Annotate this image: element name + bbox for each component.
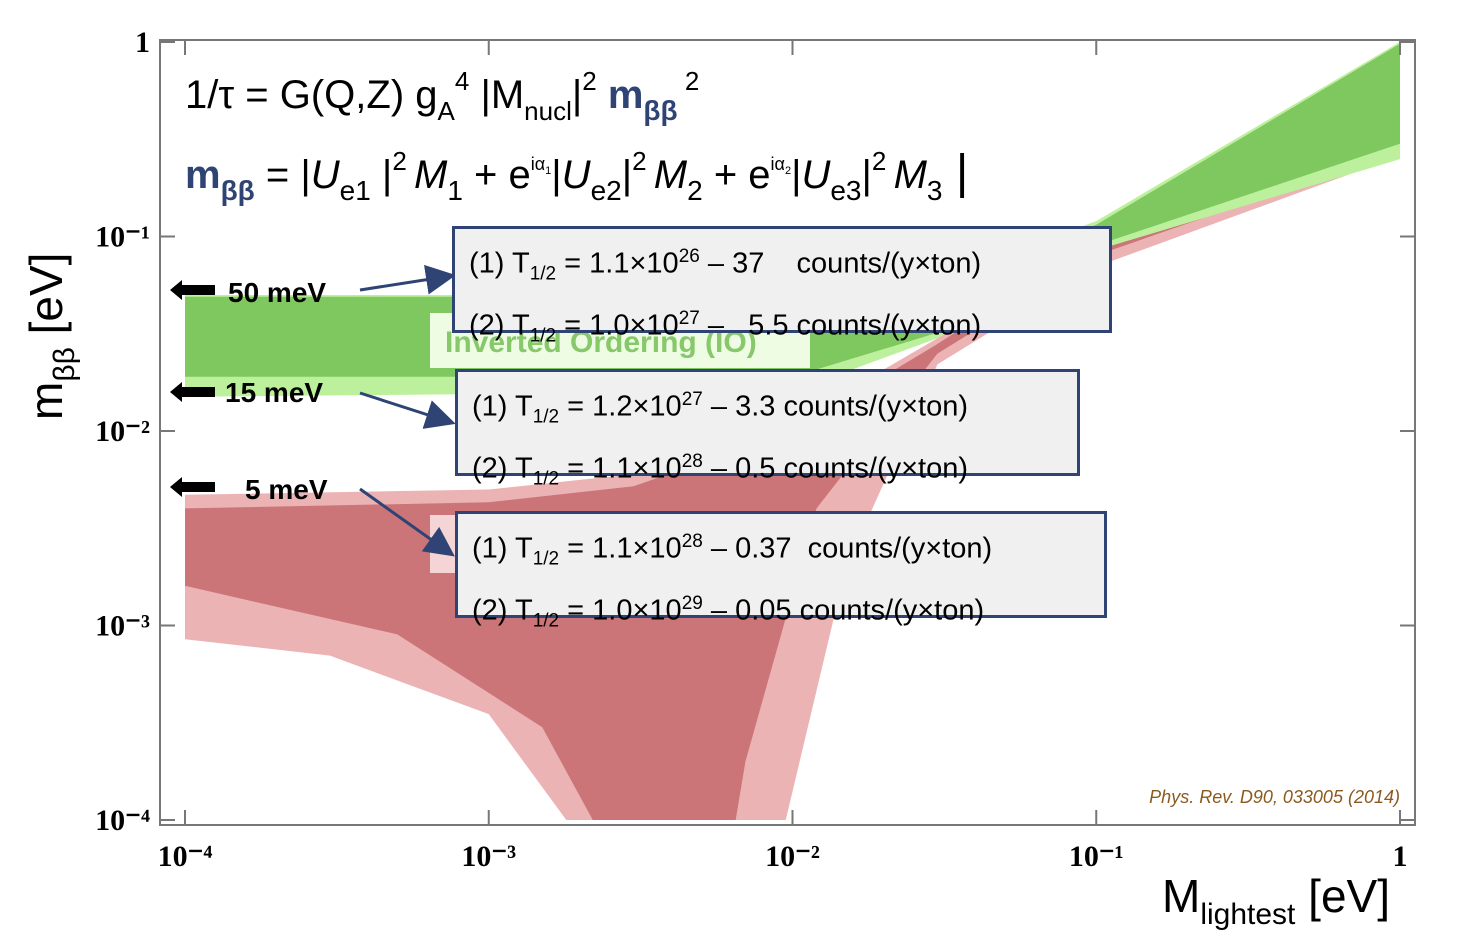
rate-text: (2) T [472,453,533,486]
x-tick-label: 10⁻⁴ [158,840,213,873]
y-tick-label: 10⁻⁴ [95,804,150,837]
formula: 1/τ = G(Q,Z) gA4 |Mnucl|2 mββ 2 [185,66,699,126]
rate-text: 27 [678,308,700,330]
rate-text: – 0.05 counts/(y×ton) [702,595,985,628]
y-tick-label: 10⁻³ [95,610,150,643]
rate-line: (2) T1/2 = 1.0×1027 – 5.5 counts/(y×ton) [469,296,1095,358]
rate-text: – 3.3 counts/(y×ton) [702,390,969,423]
x-axis-label: Mlightest [eV] [1162,870,1390,931]
rate-text: 26 [678,246,700,267]
rate-text: = 1.2×10 [559,390,682,423]
rate-text: 1/2 [529,263,557,285]
y-tick-label: 10⁻¹ [95,221,150,254]
rate-line: (1) T1/2 = 1.1×1028 – 0.37 counts/(y×ton… [472,519,1090,581]
rate-text: = 1.1×10 [559,453,682,486]
rate-box: (1) T1/2 = 1.2×1027 – 3.3 counts/(y×ton)… [455,369,1080,490]
formula: mββ = |Ue1 |2 M1 + eiα1|Ue2|2 M2 + eiα2|… [185,146,968,206]
x-tick-label: 10⁻³ [461,840,516,873]
rate-text: 1/2 [529,325,557,347]
rate-text: 1/2 [532,610,560,632]
rate-text: (2) T [472,595,533,628]
rate-text: 1/2 [532,548,560,570]
rate-text: – 0.5 counts/(y×ton) [702,453,969,486]
rate-text: (1) T [469,247,530,280]
rate-box: (1) T1/2 = 1.1×1026 – 37 counts/(y×ton)(… [452,226,1112,347]
rate-line: (2) T1/2 = 1.1×1028 – 0.5 counts/(y×ton) [472,439,1063,501]
rate-text: 1/2 [532,406,560,428]
rate-text: – 0.37 counts/(y×ton) [702,532,993,565]
rate-text: = 1.0×10 [559,595,682,628]
rate-text: (1) T [472,390,533,423]
rate-line: (2) T1/2 = 1.0×1029 – 0.05 counts/(y×ton… [472,581,1090,643]
y-tick-label: 1 [135,26,150,59]
rate-line: (1) T1/2 = 1.1×1026 – 37 counts/(y×ton) [469,234,1095,296]
y-axis-label: mββ [eV] [20,253,81,420]
annotation: 15 meV [225,377,323,408]
rate-text: 29 [681,593,703,615]
rate-text: – 5.5 counts/(y×ton) [699,310,982,343]
rate-line: (1) T1/2 = 1.2×1027 – 3.3 counts/(y×ton) [472,377,1063,439]
rate-text: (2) T [469,310,530,343]
x-tick-label: 10⁻¹ [1069,840,1124,873]
rate-text: (1) T [472,532,533,565]
rate-text: 1/2 [532,468,560,490]
rate-text: = 1.0×10 [556,310,679,343]
rate-box: (1) T1/2 = 1.1×1028 – 0.37 counts/(y×ton… [455,511,1107,632]
rate-text: 27 [681,389,703,410]
rate-text: 28 [681,531,703,552]
x-tick-label: 1 [1393,840,1408,873]
rate-text: – 37 counts/(y×ton) [699,247,982,280]
y-tick-label: 10⁻² [95,415,150,448]
rate-text: = 1.1×10 [556,247,679,280]
rate-text: 28 [681,451,703,473]
citation: Phys. Rev. D90, 033005 (2014) [1149,787,1400,807]
annotation-arrows [359,264,456,557]
plot-frame [159,39,1416,826]
annotation: 50 meV [228,277,326,308]
arrow-icons [170,280,215,497]
x-tick-label: 10⁻² [765,840,820,873]
rate-text: = 1.1×10 [559,532,682,565]
annotation: 5 meV [245,474,328,505]
